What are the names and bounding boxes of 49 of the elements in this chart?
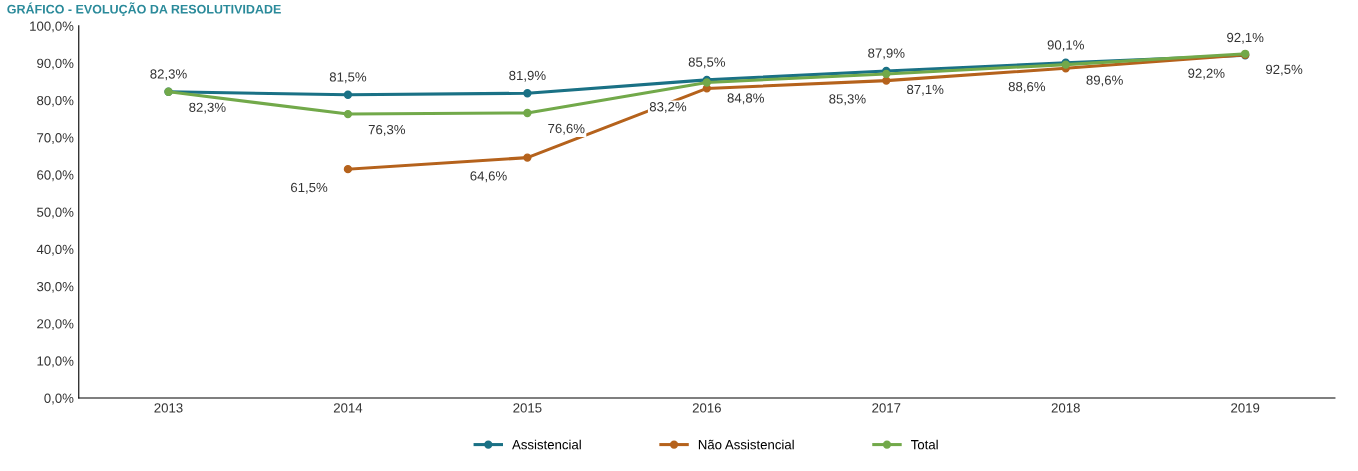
data-label: 84,8%	[727, 93, 764, 105]
data-label: 61,5%	[291, 182, 328, 194]
data-label: 90,1%	[1047, 40, 1084, 52]
legend-label: Total	[911, 439, 938, 450]
data-label: 92,2%	[1188, 68, 1225, 80]
data-label: 81,5%	[329, 72, 367, 84]
data-label: 76,6%	[548, 123, 585, 135]
y-tick-label: 60,0%	[37, 170, 74, 182]
data-label: 87,1%	[907, 84, 944, 96]
legend-label: Assistencial	[512, 439, 581, 450]
y-tick-label: 100,0%	[30, 21, 74, 33]
x-tick-label: 2016	[692, 403, 721, 413]
point	[343, 90, 353, 99]
y-tick-label: 20,0%	[37, 319, 74, 331]
data-label: 87,9%	[868, 48, 905, 60]
y-tick-label: 0,0%	[44, 393, 74, 405]
legend-label: Não Assistencial	[698, 439, 794, 450]
x-tick-label: 2015	[513, 403, 542, 413]
data-label: 76,3%	[368, 124, 406, 136]
y-tick-label: 30,0%	[37, 281, 74, 293]
x-tick-label: 2014	[333, 403, 363, 413]
data-label: 64,6%	[470, 171, 507, 183]
data-label: 81,9%	[509, 70, 546, 82]
point	[882, 76, 891, 85]
data-label: 92,5%	[1265, 64, 1303, 76]
point	[523, 89, 532, 98]
y-tick-label: 10,0%	[37, 356, 74, 368]
y-tick-label: 40,0%	[36, 244, 74, 256]
point	[343, 164, 353, 174]
data-label: 82,3%	[150, 69, 187, 81]
data-label: 92,1%	[1227, 32, 1264, 44]
y-tick-label: 90,0%	[37, 58, 74, 70]
x-tick-label: 2018	[1051, 403, 1080, 413]
point	[523, 153, 532, 162]
x-tick-label: 2017	[872, 403, 901, 413]
y-tick-label: 70,0%	[37, 133, 74, 144]
y-tick-label: 80,0%	[37, 95, 74, 107]
data-label: 89,6%	[1086, 75, 1123, 87]
data-label: 83,2%	[649, 102, 687, 113]
data-label: 88,6%	[1008, 81, 1046, 93]
x-tick-label: 2013	[154, 403, 183, 413]
point	[343, 109, 353, 119]
x-tick-label: 2019	[1231, 403, 1260, 413]
point	[523, 108, 532, 118]
y-tick-label: 50,0%	[37, 207, 74, 219]
chart-title: GRÁFICO - EVOLUÇÃO DA RESOLUTIVIDADE	[7, 2, 281, 17]
data-label: 85,5%	[688, 57, 726, 69]
data-label: 82,3%	[189, 102, 226, 114]
data-label: 85,3%	[829, 94, 866, 106]
